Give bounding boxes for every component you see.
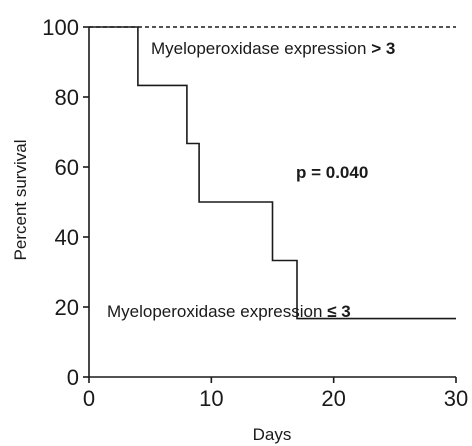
y-tick-label: 60 xyxy=(55,155,79,180)
y-tick-label: 80 xyxy=(55,85,79,110)
y-tick-label: 100 xyxy=(42,15,79,40)
legend-label-low: Myeloperoxidase expression ≤ 3 xyxy=(107,302,351,321)
x-tick-label: 10 xyxy=(199,386,223,411)
legend-label-high-bold: > 3 xyxy=(371,39,395,58)
x-tick-label: 30 xyxy=(444,386,468,411)
series-line-low xyxy=(89,26,456,320)
x-tick-label: 20 xyxy=(321,386,345,411)
legend-label-high: Myeloperoxidase expression > 3 xyxy=(151,39,395,58)
y-tick-label: 40 xyxy=(55,225,79,250)
axes xyxy=(88,27,456,378)
legend-label-low-prefix: Myeloperoxidase expression xyxy=(107,302,322,321)
p-value-annotation: p = 0.040 xyxy=(296,163,368,182)
ticks: 0 20 40 60 80 100 0 10 20 30 xyxy=(42,15,468,411)
y-tick-label: 0 xyxy=(67,365,79,390)
x-tick-label: 0 xyxy=(83,386,95,411)
y-tick-label: 20 xyxy=(55,295,79,320)
legend-label-high-prefix: Myeloperoxidase expression xyxy=(151,39,366,58)
legend-label-low-bold: ≤ 3 xyxy=(327,302,351,321)
y-axis-title: Percent survival xyxy=(11,140,30,261)
series xyxy=(89,26,456,320)
x-axis-title: Days xyxy=(253,425,292,444)
